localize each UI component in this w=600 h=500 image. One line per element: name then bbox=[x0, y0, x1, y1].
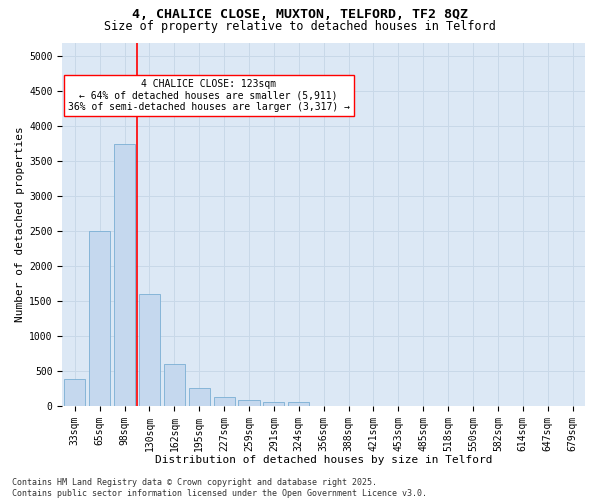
Bar bbox=[114, 144, 135, 406]
Bar bbox=[139, 294, 160, 406]
Bar bbox=[288, 402, 310, 406]
Text: 4, CHALICE CLOSE, MUXTON, TELFORD, TF2 8QZ: 4, CHALICE CLOSE, MUXTON, TELFORD, TF2 8… bbox=[132, 8, 468, 20]
Text: 4 CHALICE CLOSE: 123sqm
← 64% of detached houses are smaller (5,911)
36% of semi: 4 CHALICE CLOSE: 123sqm ← 64% of detache… bbox=[68, 79, 350, 112]
Text: Contains HM Land Registry data © Crown copyright and database right 2025.
Contai: Contains HM Land Registry data © Crown c… bbox=[12, 478, 427, 498]
Bar bbox=[64, 380, 85, 406]
Bar bbox=[188, 388, 210, 406]
Text: Size of property relative to detached houses in Telford: Size of property relative to detached ho… bbox=[104, 20, 496, 33]
Bar bbox=[164, 364, 185, 406]
Bar bbox=[214, 397, 235, 406]
Bar bbox=[263, 402, 284, 406]
X-axis label: Distribution of detached houses by size in Telford: Distribution of detached houses by size … bbox=[155, 455, 493, 465]
Bar bbox=[238, 400, 260, 406]
Y-axis label: Number of detached properties: Number of detached properties bbox=[15, 126, 25, 322]
Bar bbox=[89, 231, 110, 406]
